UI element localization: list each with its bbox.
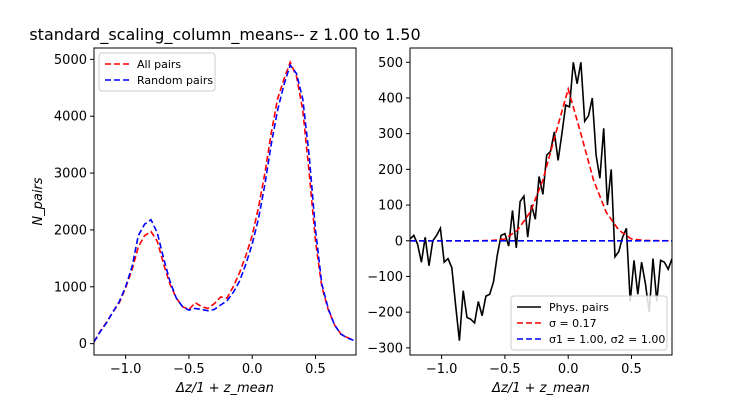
x-tick-label: −1.0 xyxy=(426,362,458,377)
y-tick-label: 1000 xyxy=(54,280,87,295)
y-tick-label: 400 xyxy=(378,91,403,106)
y-tick-label: 0 xyxy=(395,234,403,249)
y-tick-label: 3000 xyxy=(54,167,87,182)
y-tick-label: −200 xyxy=(367,306,403,321)
y-tick-label: −300 xyxy=(367,341,403,356)
x-axis-label: Δz/1 + z_mean xyxy=(175,381,274,396)
x-tick-label: 0.0 xyxy=(242,362,263,377)
legend-label: Phys. pairs xyxy=(549,301,609,314)
y-tick-label: 300 xyxy=(378,127,403,142)
right-panel: −1.0 −0.5 0.0 0.5 −300 −200 −100 0 100 200 300 400 5… xyxy=(367,47,673,396)
series-line-phys-pairs xyxy=(410,62,672,341)
legend-label: σ = 0.17 xyxy=(549,317,597,330)
x-tick-label: −0.5 xyxy=(173,362,205,377)
legend-box xyxy=(98,52,216,92)
y-tick-label: 0 xyxy=(79,337,87,352)
x-tick-label: 0.5 xyxy=(621,362,642,377)
x-tick-label: 0.5 xyxy=(305,362,326,377)
series-line-all-pairs xyxy=(94,60,354,343)
legend-label: Random pairs xyxy=(137,74,213,87)
legend-label: All pairs xyxy=(137,58,181,71)
figure-title: standard_scaling_column_means-- z 1.00 t… xyxy=(29,25,420,45)
x-tick-label: 0.0 xyxy=(558,362,579,377)
y-tick-label: 200 xyxy=(378,163,403,178)
legend: Phys. pairs σ = 0.17 σ1 = 1.00, σ2 = 1.00 xyxy=(510,295,668,351)
y-tick-label: 500 xyxy=(378,56,403,71)
series-line-random-pairs xyxy=(94,63,354,343)
y-tick-label: 100 xyxy=(378,199,403,214)
y-tick-label: 2000 xyxy=(54,223,87,238)
legend-box xyxy=(510,295,668,351)
series-line--0-17 xyxy=(410,86,672,242)
plot-frame xyxy=(93,47,357,356)
plot-frame xyxy=(409,47,673,356)
y-tick-label: 4000 xyxy=(54,110,87,125)
x-tick-label: −1.0 xyxy=(110,362,142,377)
y-axis-label: N_pairs xyxy=(31,177,46,225)
x-axis-label: Δz/1 + z_mean xyxy=(491,381,590,396)
y-tick-label: −100 xyxy=(367,270,403,285)
legend-label: σ1 = 1.00, σ2 = 1.00 xyxy=(549,333,665,346)
y-tick-label: 5000 xyxy=(54,53,87,68)
legend: All pairs Random pairs xyxy=(98,52,216,92)
left-panel: −1.0 −0.5 0.0 0.5 0 1000 2000 3000 4000 5000 Δz/1 … xyxy=(31,47,357,396)
x-tick-label: −0.5 xyxy=(489,362,521,377)
